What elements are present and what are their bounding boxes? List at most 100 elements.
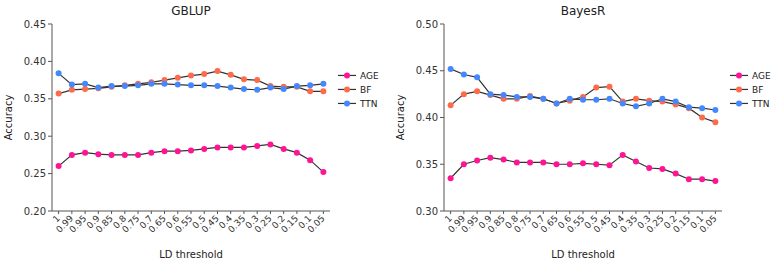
point <box>633 103 639 109</box>
legend: AGEBFTTN <box>338 71 379 109</box>
point <box>56 70 62 76</box>
point <box>254 87 260 93</box>
point <box>461 91 467 97</box>
legend-label: TTN <box>359 99 378 109</box>
point <box>606 84 612 90</box>
point <box>699 115 705 121</box>
y-tick-label: 0.40 <box>24 56 46 67</box>
legend-label: BF <box>752 85 763 95</box>
point <box>109 152 115 158</box>
point <box>699 176 705 182</box>
series-line <box>451 69 716 110</box>
point <box>69 82 75 88</box>
point <box>712 178 718 184</box>
y-tick <box>440 70 444 71</box>
point <box>228 85 234 91</box>
point <box>540 159 546 165</box>
point <box>487 155 493 161</box>
y-tick-label: 0.30 <box>416 206 438 217</box>
y-tick <box>48 211 52 212</box>
point <box>109 83 115 89</box>
series-line <box>59 71 324 93</box>
point <box>461 71 467 77</box>
panel: 0.200.250.300.350.400.4510.990.950.90.85… <box>3 4 379 260</box>
point <box>82 81 88 87</box>
y-axis <box>444 24 445 211</box>
figure: 0.200.250.300.350.400.4510.990.950.90.85… <box>0 0 784 263</box>
y-tick-label: 0.45 <box>24 19 46 30</box>
point <box>175 148 181 154</box>
panel: 0.300.350.400.450.5010.990.950.90.850.80… <box>395 4 771 260</box>
point <box>606 162 612 168</box>
legend-label: TTN <box>751 99 770 109</box>
point <box>699 105 705 111</box>
point <box>540 96 546 102</box>
point <box>633 96 639 102</box>
series-line <box>451 87 716 123</box>
point <box>254 143 260 149</box>
point <box>580 160 586 166</box>
x-tick-label: 0.05 <box>306 213 327 234</box>
legend-label: AGE <box>360 71 379 81</box>
point <box>201 71 207 77</box>
legend-marker <box>736 100 742 106</box>
x-axis <box>52 211 330 212</box>
point <box>474 88 480 94</box>
point <box>633 158 639 164</box>
point <box>69 152 75 158</box>
point <box>606 96 612 102</box>
point <box>567 96 573 102</box>
point <box>214 68 220 74</box>
point <box>659 166 665 172</box>
point <box>646 165 652 171</box>
point <box>267 85 273 91</box>
legend-label: AGE <box>752 71 771 81</box>
legend-marker <box>344 72 350 78</box>
y-tick <box>48 173 52 174</box>
y-axis <box>52 24 53 211</box>
series-line <box>59 144 324 172</box>
y-tick-label: 0.45 <box>416 65 438 76</box>
point <box>241 86 247 92</box>
point <box>448 66 454 72</box>
point <box>527 94 533 100</box>
point <box>320 88 326 94</box>
point <box>514 94 520 100</box>
point <box>673 99 679 105</box>
y-axis-label: Accuracy <box>3 95 14 141</box>
point <box>514 159 520 165</box>
y-tick-label: 0.40 <box>416 112 438 123</box>
point <box>673 171 679 177</box>
point <box>593 85 599 91</box>
point <box>175 75 181 81</box>
point <box>461 161 467 167</box>
point <box>69 87 75 93</box>
point <box>214 144 220 150</box>
point <box>712 107 718 113</box>
point <box>148 150 154 156</box>
legend-marker <box>344 100 350 106</box>
y-axis-label: Accuracy <box>395 95 406 141</box>
y-tick-label: 0.50 <box>416 19 438 30</box>
point <box>593 97 599 103</box>
point <box>175 82 181 88</box>
x-tick-label: 0.05 <box>698 213 719 234</box>
y-tick-label: 0.30 <box>24 131 46 142</box>
y-tick <box>48 98 52 99</box>
point <box>162 148 168 154</box>
point <box>228 144 234 150</box>
point <box>188 147 194 153</box>
point <box>307 157 313 163</box>
y-tick-label: 0.35 <box>24 93 46 104</box>
point <box>620 100 626 106</box>
legend-marker <box>736 72 742 78</box>
point <box>474 158 480 164</box>
y-tick-label: 0.20 <box>24 206 46 217</box>
point <box>122 82 128 88</box>
plot-area <box>448 66 719 184</box>
point <box>686 105 692 111</box>
point <box>56 163 62 169</box>
point <box>501 92 507 98</box>
point <box>148 81 154 87</box>
point <box>320 169 326 175</box>
